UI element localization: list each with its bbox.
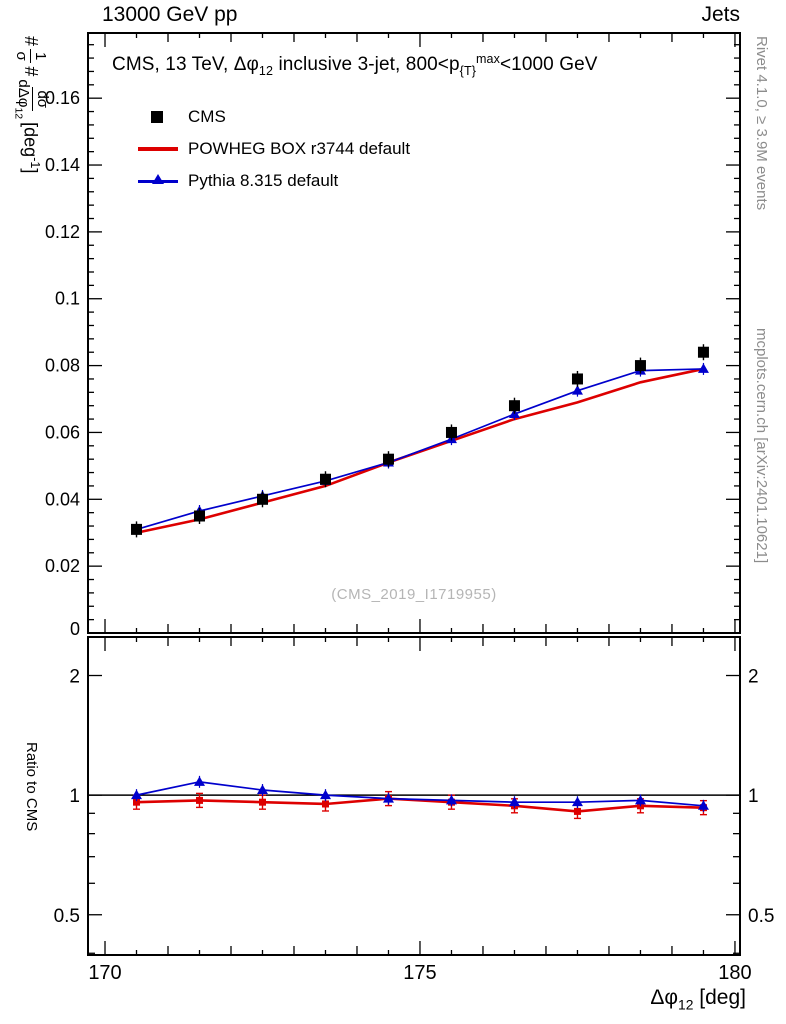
ratio-y-axis-label: Ratio to CMS	[23, 742, 40, 832]
ylabel-hash-2: #	[21, 66, 42, 77]
legend-item-pythia: Pythia 8.315 default	[138, 170, 410, 192]
svg-text:1: 1	[748, 786, 759, 807]
svg-text:0: 0	[70, 619, 80, 639]
svg-text:0.14: 0.14	[45, 155, 80, 175]
beam-energy-label: 13000 GeV pp	[102, 3, 238, 26]
title-pt-sub: {T}	[459, 63, 476, 78]
legend-label-cms: CMS	[188, 107, 226, 126]
series-pythia-8-315-default-cms	[131, 775, 709, 812]
title-pt-sup: max	[476, 52, 500, 66]
svg-text:175: 175	[403, 962, 436, 984]
legend-label-powheg: POWHEG BOX r3744 default	[188, 139, 411, 158]
title-suffix: <1000 GeV	[499, 53, 598, 75]
svg-text:2: 2	[69, 667, 80, 688]
title-dphi-sub: 12	[258, 63, 274, 78]
svg-text:2: 2	[748, 667, 759, 688]
svg-text:0.1: 0.1	[55, 289, 80, 309]
title-mid: inclusive 3-jet, 800<p	[273, 53, 460, 75]
black-square-marker-icon	[138, 109, 178, 125]
legend-label-pythia: Pythia 8.315 default	[188, 171, 339, 190]
svg-text:0.06: 0.06	[45, 422, 80, 442]
svg-text:0.02: 0.02	[45, 556, 80, 576]
svg-text:170: 170	[88, 962, 121, 984]
ylabel-frac-one-over-sigma: 1 σ	[14, 49, 49, 64]
svg-text:180: 180	[718, 962, 751, 984]
blue-triangle-line-marker-icon	[138, 173, 178, 189]
title-dphi: Δφ	[233, 53, 259, 75]
svg-text:0.04: 0.04	[45, 489, 80, 509]
svg-text:1: 1	[69, 786, 80, 807]
analysis-id-watermark: (CMS_2019_I1719955)	[331, 586, 497, 603]
svg-text:0.5: 0.5	[54, 906, 80, 927]
axis-ticks	[88, 33, 740, 955]
legend-item-powheg: POWHEG BOX r3744 default	[138, 138, 410, 160]
plot-frames	[87, 32, 741, 956]
svg-text:0.16: 0.16	[45, 88, 80, 108]
mcplots-reference-label: mcplots.cern.ch [arXiv:2401.10621]	[753, 328, 770, 564]
title-prefix: CMS, 13 TeV,	[112, 53, 234, 75]
x-axis-label: Δφ12 [deg]	[650, 986, 746, 1013]
ylabel-unit: [deg-1]	[20, 122, 43, 174]
svg-text:0.12: 0.12	[45, 222, 80, 242]
svg-text:0.08: 0.08	[45, 356, 80, 376]
rivet-version-label: Rivet 4.1.0, ≥ 3.9M events	[753, 36, 770, 211]
ylabel-frac-dsigma-ddphi: dσ dΔφ12	[12, 79, 51, 120]
red-line-marker-icon	[138, 141, 178, 157]
ylabel-hash-1: #	[21, 36, 42, 47]
axis-tick-labels: 0 0.02 0.04 0.06 0.08 0.1 0.12 0.14 0.16 170 175 18…	[45, 88, 774, 984]
svg-text:0.5: 0.5	[748, 906, 774, 927]
plot-title: CMS, 13 TeV, Δφ12 inclusive 3-jet, 800<p…	[112, 52, 598, 78]
legend-item-cms: CMS	[138, 106, 410, 128]
y-axis-label: # 1 σ # dσ dΔφ12 [deg-1]	[10, 36, 52, 251]
analysis-group-label: Jets	[701, 3, 740, 26]
series-cms	[131, 344, 709, 538]
legend: CMS POWHEG BOX r3744 default Pythia 8.31…	[138, 106, 410, 192]
